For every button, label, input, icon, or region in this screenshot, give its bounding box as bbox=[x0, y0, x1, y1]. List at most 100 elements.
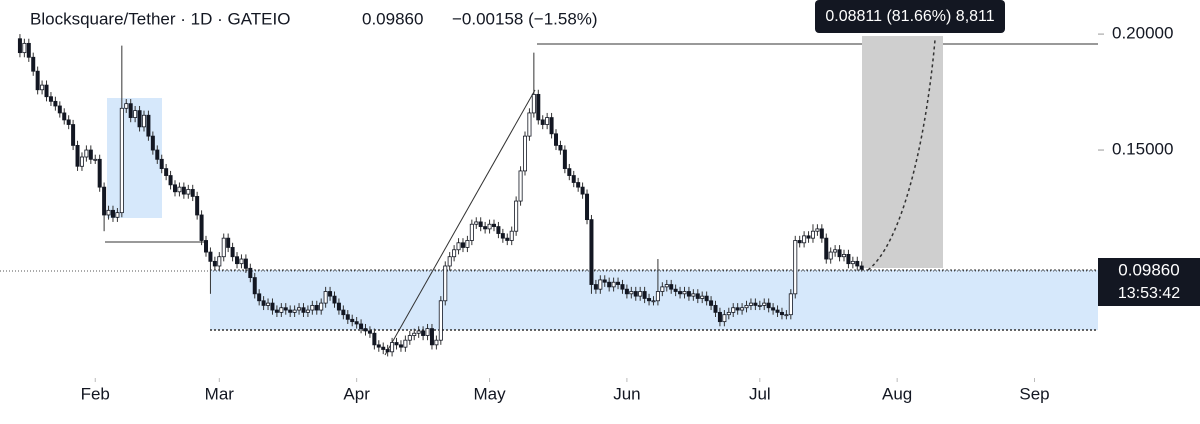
trend-line bbox=[384, 89, 536, 356]
candle-body bbox=[704, 295, 709, 302]
candle-body bbox=[607, 281, 612, 288]
candle-body bbox=[744, 305, 749, 309]
candle-body bbox=[407, 335, 412, 341]
candle-body bbox=[576, 182, 581, 188]
candle-body bbox=[261, 300, 266, 306]
candle-body bbox=[35, 70, 40, 91]
price-tag-label: 0.09860 bbox=[1118, 260, 1179, 279]
candle-body bbox=[31, 56, 36, 72]
candle-body bbox=[589, 219, 594, 285]
candle-body bbox=[102, 186, 107, 216]
candle-body bbox=[731, 307, 736, 313]
candle-body bbox=[354, 321, 359, 325]
candle-body bbox=[146, 114, 151, 137]
candle-body bbox=[314, 305, 319, 311]
candle-body bbox=[248, 267, 253, 278]
candle-body bbox=[735, 307, 740, 311]
candle-body bbox=[239, 258, 244, 265]
candle-body bbox=[673, 288, 678, 292]
candle-body bbox=[323, 291, 328, 304]
candle-body bbox=[562, 149, 567, 169]
candle-body bbox=[79, 156, 84, 167]
candle-body bbox=[833, 249, 838, 253]
candle-body bbox=[292, 309, 297, 313]
candle-body bbox=[806, 235, 811, 239]
candle-body bbox=[709, 300, 714, 306]
candle-body bbox=[150, 135, 155, 151]
candle-body bbox=[452, 249, 457, 258]
measure-label: 0.08811 (81.66%) 8,811 bbox=[825, 8, 994, 25]
candle-body bbox=[514, 200, 519, 232]
candle-body bbox=[367, 330, 372, 334]
candle-body bbox=[523, 135, 528, 172]
candle-body bbox=[341, 309, 346, 316]
candle-body bbox=[243, 258, 248, 269]
candle-body bbox=[549, 117, 554, 135]
candle-body bbox=[686, 291, 691, 297]
candle-body bbox=[110, 209, 115, 218]
candle-body bbox=[664, 284, 669, 288]
candle-body bbox=[88, 149, 93, 160]
candle-body bbox=[740, 307, 745, 311]
candle-body bbox=[647, 298, 652, 302]
candle-body bbox=[137, 110, 142, 128]
candle-body bbox=[412, 332, 417, 336]
candle-body bbox=[93, 158, 98, 161]
candle-body bbox=[62, 112, 67, 121]
candle-body bbox=[266, 302, 271, 306]
candle-body bbox=[762, 302, 767, 306]
candle-body bbox=[815, 228, 820, 232]
candle-body bbox=[496, 226, 501, 234]
candle-body bbox=[678, 291, 683, 295]
candle-body bbox=[771, 307, 776, 311]
candle-body bbox=[713, 305, 718, 313]
candle-body bbox=[810, 230, 815, 239]
candle-body bbox=[536, 93, 541, 121]
candle-body bbox=[425, 328, 430, 336]
candle-body bbox=[212, 260, 217, 267]
candle-body bbox=[788, 293, 793, 316]
candle-body bbox=[726, 311, 731, 316]
candle-body bbox=[310, 305, 315, 311]
candle-body bbox=[221, 237, 226, 258]
candle-body bbox=[500, 233, 505, 239]
candle-body bbox=[779, 311, 784, 316]
chart-title: Blocksquare/Tether · 1D · GATEIO bbox=[30, 9, 290, 28]
candle-body bbox=[611, 281, 616, 288]
candle-body bbox=[824, 237, 829, 260]
candle-body bbox=[208, 251, 213, 262]
candle-body bbox=[22, 42, 27, 54]
x-tick-label: Aug bbox=[882, 384, 912, 403]
candle-body bbox=[682, 291, 687, 295]
candle-body bbox=[124, 103, 129, 109]
candle-body bbox=[372, 332, 377, 346]
candle-body bbox=[328, 291, 333, 297]
candle-body bbox=[757, 305, 762, 307]
candle-body bbox=[571, 175, 576, 183]
candle-body bbox=[75, 145, 80, 167]
candle-body bbox=[527, 112, 532, 137]
zone-box bbox=[107, 98, 162, 218]
candle-body bbox=[554, 133, 559, 146]
candle-body bbox=[226, 237, 231, 248]
y-tick-label: 0.15000 bbox=[1112, 140, 1173, 159]
candle-body bbox=[217, 256, 222, 267]
measure-box bbox=[862, 36, 943, 268]
candle-body bbox=[837, 249, 842, 258]
candle-body bbox=[819, 228, 824, 239]
candle-body bbox=[204, 240, 209, 253]
candle-body bbox=[66, 119, 71, 125]
candle-body bbox=[545, 117, 550, 125]
candle-body bbox=[624, 288, 629, 295]
x-tick-label: Jul bbox=[749, 384, 771, 403]
x-tick-label: Sep bbox=[1019, 384, 1049, 403]
candle-body bbox=[190, 189, 195, 197]
x-tick-label: Jun bbox=[613, 384, 640, 403]
candle-body bbox=[195, 196, 200, 216]
candle-body bbox=[669, 284, 674, 290]
measure-tooltip bbox=[815, 0, 1005, 33]
candle-body bbox=[48, 96, 53, 102]
